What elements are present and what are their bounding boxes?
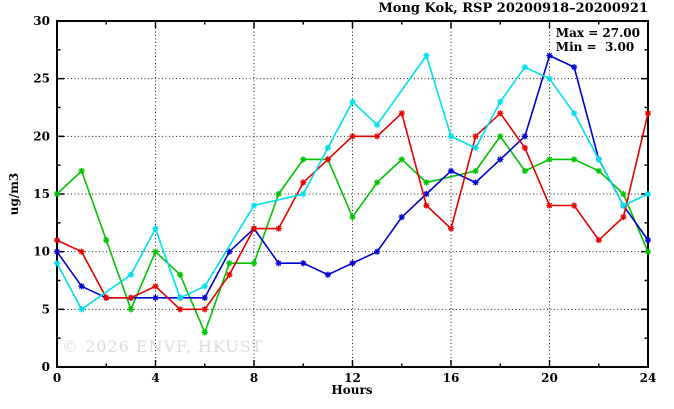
tick-label: 25 (33, 72, 50, 86)
tick-label: 30 (33, 14, 50, 28)
tick-label: 10 (33, 245, 50, 259)
tick-label: 0 (42, 360, 50, 374)
max-value-label: Max = 27.00 (555, 26, 640, 40)
min-value-label: Min = 3.00 (555, 40, 635, 54)
x-axis-label: Hours (331, 383, 373, 397)
chart-title: Mong Kok, RSP 20200918–20200921 (378, 1, 648, 16)
tick-label: 24 (640, 371, 657, 385)
tick-label: 15 (33, 187, 50, 201)
series-red-line (56, 111, 649, 311)
series-red-markers (53, 110, 652, 313)
series-blue (53, 52, 652, 301)
watermark: © 2026 ENVF, HKUST (62, 337, 264, 356)
tick-label: 20 (541, 371, 558, 385)
series-blue-markers (53, 52, 652, 301)
tick-label: 20 (33, 129, 50, 143)
series-cyan-markers (53, 52, 652, 313)
gridlines (57, 21, 648, 367)
tick-label: 0 (53, 371, 61, 385)
max-min-annotation: Max = 27.00 Min = 3.00 (556, 26, 640, 54)
y-tick-labels: 0 5 10 15 20 25 30 (33, 14, 50, 374)
x-tick-labels: 0 4 8 12 16 20 24 (53, 371, 657, 385)
tick-label: 4 (151, 371, 159, 385)
tick-label: 16 (443, 371, 460, 385)
series-green-line (56, 134, 649, 335)
y-axis-label: ug/m3 (7, 172, 21, 216)
tick-label: 5 (42, 302, 50, 316)
series-red (53, 110, 652, 313)
tick-label: 12 (344, 371, 361, 385)
tick-label: 8 (250, 371, 258, 385)
series-cyan (53, 52, 652, 313)
